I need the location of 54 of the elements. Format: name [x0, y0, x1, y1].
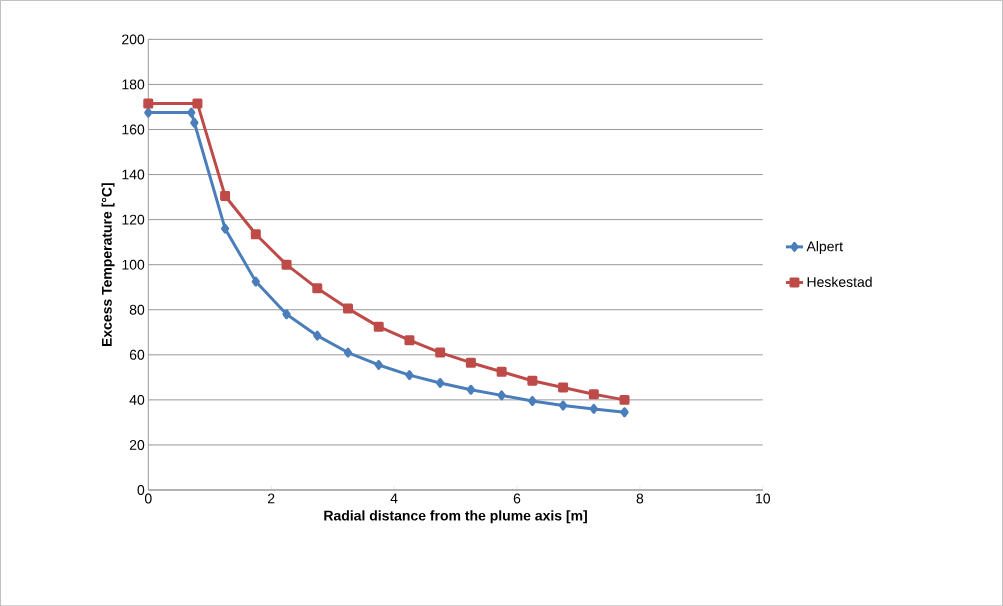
y-tick-label: 20: [129, 439, 145, 450]
point: [343, 303, 353, 314]
y-tick-label: 180: [122, 79, 145, 90]
point: [528, 395, 537, 406]
point: [465, 357, 476, 368]
point: [143, 98, 154, 109]
y-tick-label: 40: [129, 394, 145, 405]
point: [404, 335, 415, 346]
point: [496, 366, 507, 377]
point: [312, 283, 323, 294]
point: [220, 223, 230, 234]
y-tick-label: 200: [122, 34, 145, 45]
y-tick-label: 100: [122, 259, 145, 270]
x-tick-label: 10: [756, 493, 771, 504]
point: [558, 382, 569, 393]
y-tick-label: 80: [129, 304, 145, 315]
point: [466, 384, 476, 395]
point: [527, 375, 538, 386]
y-tick-label: 140: [122, 169, 145, 180]
legend-label: Alpert: [806, 240, 843, 254]
point: [282, 309, 291, 320]
point: [620, 407, 629, 418]
point: [374, 359, 383, 370]
point: [588, 389, 599, 400]
point: [190, 117, 199, 128]
point: [558, 400, 568, 411]
y-tick-label: 60: [129, 349, 145, 360]
y-tick-label: 120: [122, 214, 145, 225]
legend-label: Heskestad: [807, 276, 872, 287]
point: [497, 390, 506, 401]
point: [192, 98, 203, 109]
point: [187, 107, 196, 118]
point: [589, 403, 598, 414]
point: [281, 259, 292, 270]
point: [373, 321, 384, 332]
point: [435, 347, 446, 358]
point: [220, 190, 231, 201]
y-tick-label: 0: [137, 484, 145, 495]
x-axis-title: Radial distance from the plume axis [m]: [324, 510, 587, 524]
point: [250, 229, 261, 240]
point: [313, 330, 322, 341]
x-tick-label: 4: [390, 493, 398, 503]
point: [144, 107, 153, 118]
y-axis-title: Excess Temperature [°C]: [101, 182, 115, 346]
x-tick-label: 0: [144, 493, 152, 504]
point: [405, 369, 414, 380]
x-tick-label: 8: [636, 493, 644, 504]
y-tick-label: 160: [122, 124, 145, 135]
point: [343, 347, 353, 358]
x-tick-label: 6: [513, 493, 521, 504]
point: [251, 276, 260, 287]
x-tick-label: 2: [268, 493, 275, 504]
point: [619, 394, 630, 405]
point: [436, 377, 445, 388]
